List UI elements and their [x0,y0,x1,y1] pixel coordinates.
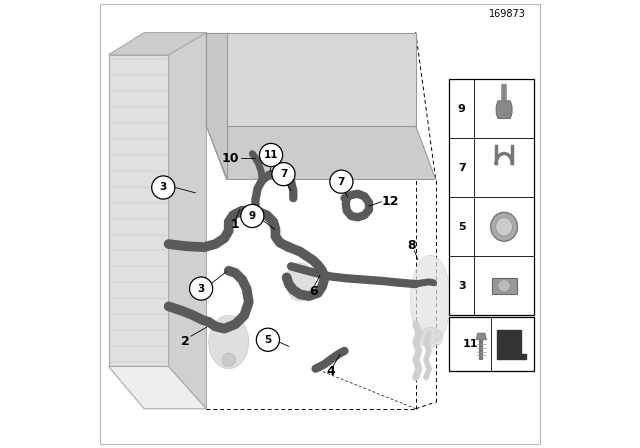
Polygon shape [207,33,416,126]
Polygon shape [109,33,207,55]
Text: 3: 3 [198,284,205,293]
Ellipse shape [410,255,451,344]
Bar [449,318,534,371]
Text: 12: 12 [381,195,399,208]
Text: 6: 6 [309,285,317,298]
Ellipse shape [222,353,236,366]
Text: 2: 2 [181,336,190,349]
Text: 3: 3 [458,281,466,291]
Text: 7: 7 [338,177,345,187]
Text: 9: 9 [249,211,256,221]
Polygon shape [476,333,486,340]
Text: 169873: 169873 [489,9,525,19]
Ellipse shape [418,327,443,348]
Text: 7: 7 [280,169,287,179]
Text: 11: 11 [264,150,278,160]
Text: 5: 5 [458,222,466,232]
Circle shape [257,328,280,351]
Polygon shape [109,366,207,409]
Text: 8: 8 [407,239,415,252]
Circle shape [152,176,175,199]
Polygon shape [496,101,512,119]
Circle shape [272,163,295,186]
Text: 11: 11 [463,339,478,349]
Polygon shape [168,33,207,409]
Polygon shape [109,55,168,366]
Text: 1: 1 [231,218,240,231]
Ellipse shape [491,212,518,241]
Circle shape [241,204,264,228]
Circle shape [189,277,212,300]
Ellipse shape [498,280,510,292]
Polygon shape [207,126,436,180]
Ellipse shape [495,217,513,236]
Bar [449,79,534,315]
Polygon shape [492,278,516,294]
Text: 5: 5 [264,335,271,345]
Polygon shape [497,330,526,359]
Text: 9: 9 [458,104,466,114]
Text: 10: 10 [221,151,239,164]
Text: 3: 3 [159,182,167,193]
Ellipse shape [209,315,249,369]
Text: 4: 4 [327,365,335,378]
Ellipse shape [285,263,314,301]
Text: 7: 7 [458,163,466,173]
Circle shape [330,170,353,193]
Polygon shape [207,33,227,180]
Circle shape [259,143,283,167]
